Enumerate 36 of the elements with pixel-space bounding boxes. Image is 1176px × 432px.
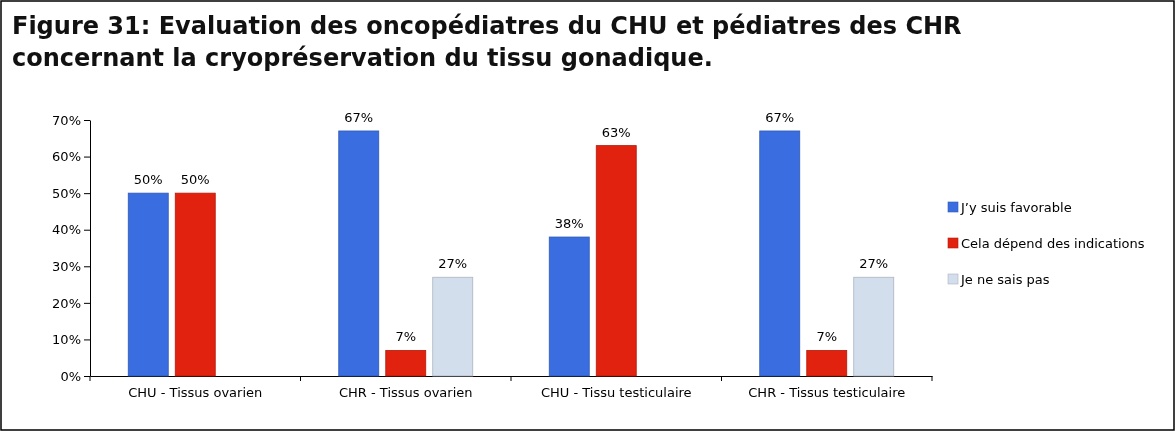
bar [759, 130, 801, 377]
bar [595, 145, 637, 377]
y-tick-label: 60% [52, 149, 81, 165]
data-label: 27% [859, 256, 889, 272]
bar [853, 276, 895, 377]
data-label: 67% [765, 109, 795, 125]
legend-label: J’y suis favorable [960, 200, 1072, 215]
chart-title: Figure 31: Evaluation des oncopédiatres du CHU et pédiatres des CHR concernant la cryopréservation du tissu gonadique. [12, 11, 963, 74]
data-label: 7% [395, 329, 417, 345]
x-tick-label: CHR - Tissus testiculaire [748, 385, 906, 401]
y-tick-label: 20% [52, 295, 81, 311]
y-tick-label: 40% [52, 222, 81, 238]
x-tick-label: CHR - Tissus ovarien [339, 385, 473, 401]
bar [127, 192, 169, 377]
x-tick-label: CHU - Tissu testiculaire [540, 385, 692, 401]
data-label: 7% [816, 329, 838, 345]
bar [174, 192, 216, 377]
legend-label: Cela dépend des indications [961, 236, 1145, 251]
data-label: 50% [180, 172, 210, 188]
y-tick-label: 0% [60, 368, 81, 384]
data-label: 38% [554, 216, 584, 232]
data-label: 50% [133, 172, 163, 188]
bar [548, 236, 590, 377]
data-label: 27% [438, 256, 468, 272]
y-tick-label: 30% [52, 258, 81, 274]
x-tick-label: CHU - Tissus ovarien [128, 385, 263, 401]
y-tick-label: 10% [52, 332, 81, 348]
bar [432, 276, 474, 377]
data-label: 63% [601, 124, 631, 140]
legend-label: Je ne sais pas [960, 272, 1050, 287]
y-tick-label: 50% [52, 185, 81, 201]
bar [385, 350, 427, 377]
bar [806, 350, 848, 377]
bar [338, 130, 380, 377]
data-label: 67% [344, 109, 374, 125]
y-tick-label: 70% [52, 112, 81, 128]
